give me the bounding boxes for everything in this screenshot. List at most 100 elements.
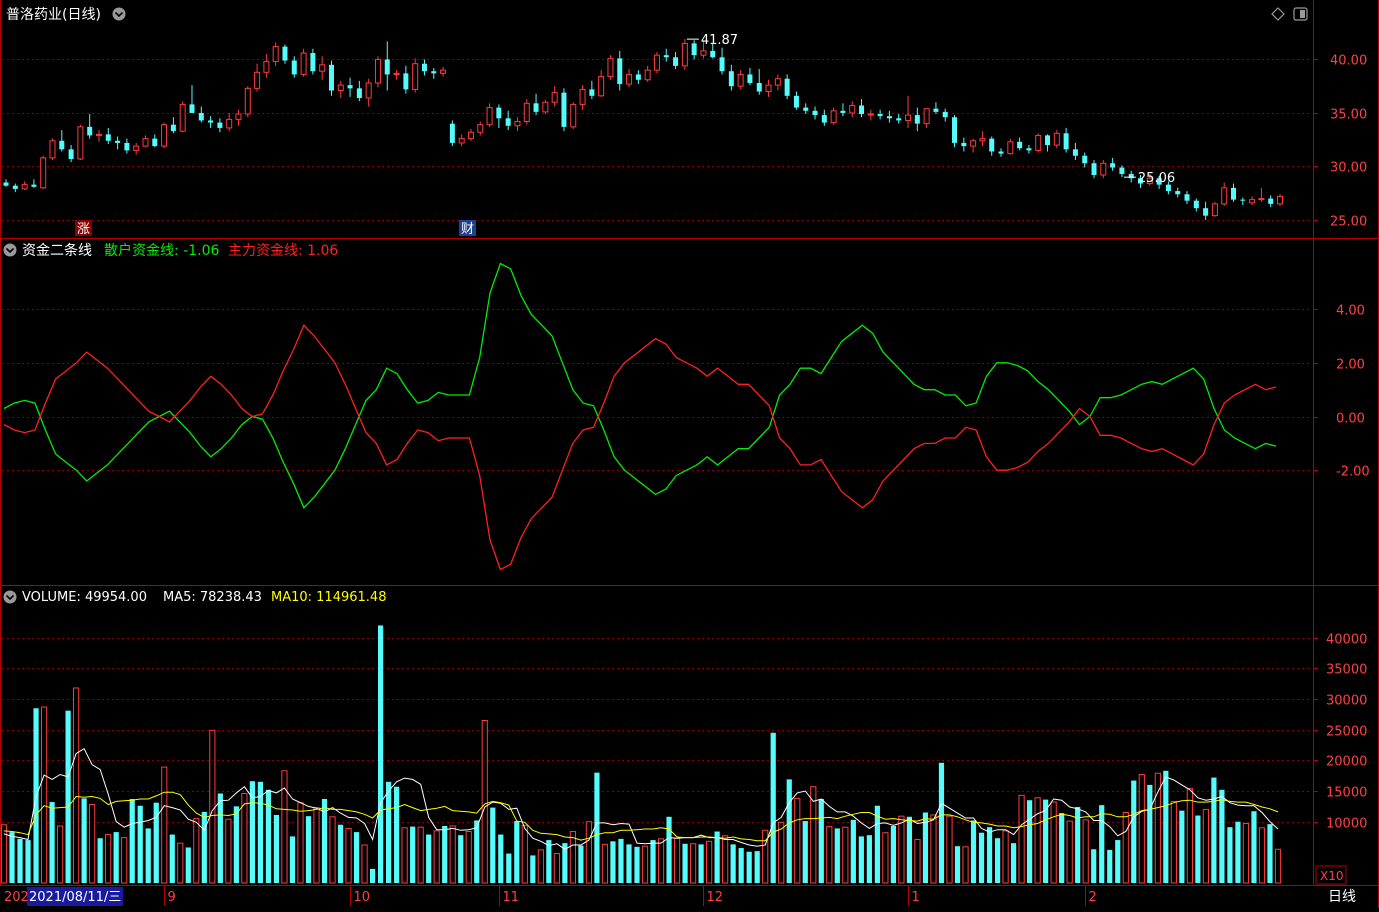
svg-text:涨: 涨: [77, 222, 90, 237]
volume-bar: [946, 815, 953, 884]
candle: [412, 58, 419, 93]
candle: [337, 80, 344, 98]
candle: [115, 136, 121, 150]
candle-body: [551, 92, 558, 103]
candle-body: [235, 113, 242, 120]
candle-body: [59, 140, 65, 150]
candle-body: [579, 88, 586, 105]
candle: [681, 39, 688, 71]
candle: [1110, 157, 1116, 171]
candle: [1156, 176, 1162, 189]
candle-body: [803, 107, 809, 111]
volume-dropdown-icon[interactable]: [3, 590, 17, 604]
candle-body: [12, 185, 18, 189]
volume-bar: [874, 805, 880, 883]
x10-badge[interactable]: X10: [1315, 865, 1347, 885]
volume-bar: [1147, 784, 1153, 883]
window-toggle-icon[interactable]: [1293, 7, 1308, 21]
volume-bar: [794, 797, 801, 884]
diamond-icon[interactable]: [1271, 7, 1285, 21]
candle-body: [1035, 134, 1042, 151]
candle-body: [337, 84, 344, 91]
candle-body: [272, 46, 279, 63]
volume-bar: [986, 827, 993, 883]
volume-bar: [962, 846, 969, 884]
candle-body: [244, 87, 251, 115]
candle: [393, 70, 400, 80]
candle: [1035, 133, 1042, 153]
candle-body: [300, 52, 307, 75]
candle: [514, 117, 521, 132]
candle: [347, 77, 353, 97]
candle: [374, 56, 381, 88]
volume-bar: [145, 828, 151, 883]
main-fund-label: 主力资金线: 1.06: [228, 243, 338, 259]
volume-bar: [1235, 821, 1241, 883]
candle-body: [635, 74, 641, 80]
candle: [877, 109, 883, 120]
candle: [49, 138, 56, 161]
candle: [830, 107, 837, 125]
stock-title-dropdown-icon[interactable]: [112, 7, 126, 21]
volume-bar: [1186, 788, 1193, 884]
candle: [208, 116, 214, 128]
volume-bar: [746, 851, 752, 883]
volume-bar: [722, 835, 729, 884]
candle: [1249, 196, 1256, 205]
candle: [905, 95, 912, 128]
candle: [635, 70, 641, 85]
volume-bar: [498, 834, 504, 883]
price-panel-header: 普洛药业(日线): [6, 7, 1308, 23]
candle: [1007, 138, 1014, 155]
candle: [95, 130, 102, 142]
volume-bar: [585, 821, 593, 884]
candle-body: [208, 120, 214, 123]
candle: [970, 138, 977, 153]
candle: [1082, 152, 1088, 168]
candle-body: [365, 82, 372, 99]
candle-body: [1110, 163, 1116, 168]
candle-body: [1240, 199, 1246, 201]
date-tick-label: 1: [912, 890, 920, 905]
candle: [626, 69, 633, 88]
candle-body: [1146, 177, 1153, 185]
candle-body: [923, 108, 930, 125]
candle: [849, 101, 856, 118]
volume-bar: [810, 786, 817, 884]
volume-bar: [193, 818, 200, 884]
candle-body: [393, 72, 400, 75]
volume-tick-label: 15000: [1326, 786, 1367, 801]
volume-bar: [706, 840, 713, 884]
volume-bar: [377, 625, 384, 883]
candle-body: [254, 71, 261, 89]
volume-tick-label: 40000: [1326, 633, 1367, 648]
candle: [1203, 201, 1209, 220]
period-button[interactable]: 日线: [1328, 889, 1356, 905]
candle: [133, 142, 140, 155]
cai-marker[interactable]: 财: [459, 220, 476, 237]
candle-body: [774, 78, 781, 86]
volume-bar: [201, 811, 207, 883]
candle: [142, 135, 149, 148]
fund-tick-label: 2.00: [1336, 358, 1365, 373]
candle: [505, 110, 511, 131]
candle-body: [793, 95, 799, 108]
candle: [1119, 165, 1125, 178]
indicator-dropdown-icon[interactable]: [3, 243, 17, 257]
candle: [886, 110, 892, 123]
candle: [77, 124, 84, 161]
volume-bar: [626, 844, 632, 883]
volume-bar: [129, 798, 135, 883]
candle-body: [217, 122, 223, 128]
zhang-marker[interactable]: 涨: [75, 220, 92, 237]
candle: [282, 44, 288, 64]
candle-body: [189, 104, 195, 113]
candle-body: [328, 64, 334, 91]
main-fund-line: [3, 324, 1277, 571]
candle: [561, 88, 567, 132]
volume-bar: [1043, 799, 1049, 883]
volume-bar: [594, 772, 600, 883]
candle-body: [812, 110, 818, 116]
volume-bar: [569, 830, 576, 884]
